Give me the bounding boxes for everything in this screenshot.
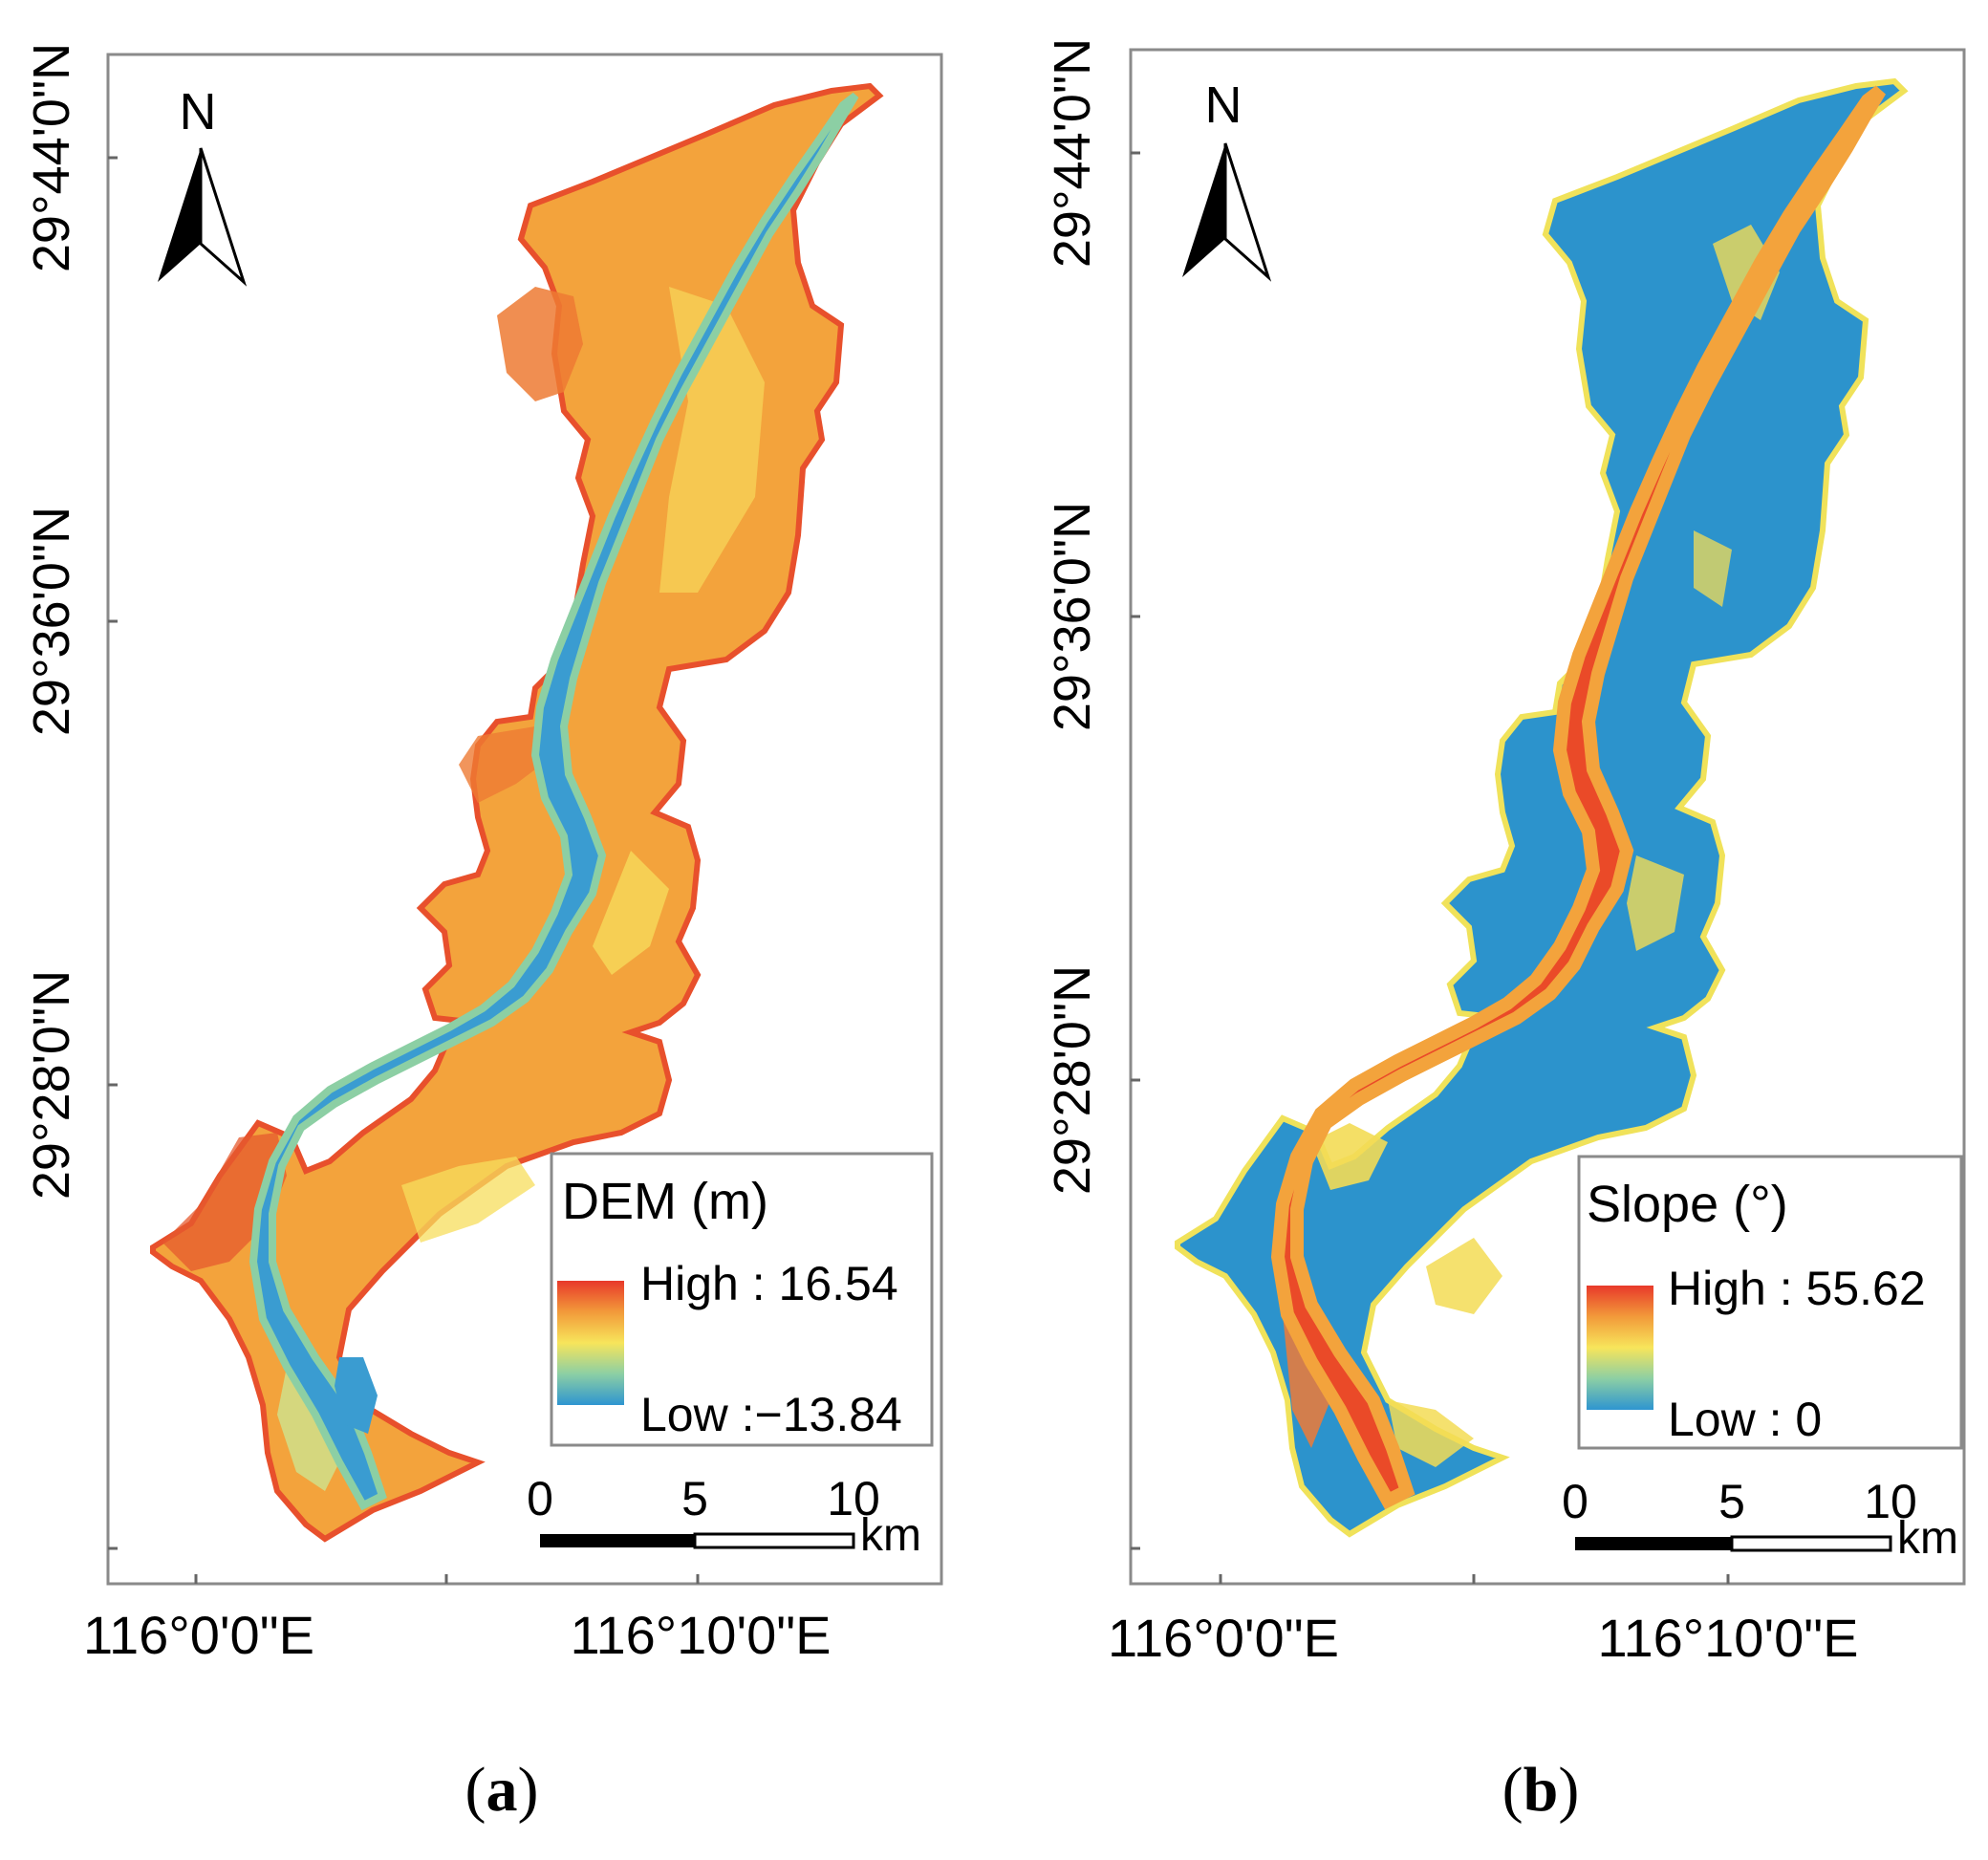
lon-label-b-1: 116°10'0"E — [1597, 1608, 1858, 1668]
caption-letter-b: b — [1523, 1755, 1559, 1825]
slope-map — [1178, 81, 1904, 1534]
color-ramp-b — [1587, 1286, 1653, 1410]
scale-tick-b-1: 5 — [1718, 1475, 1745, 1528]
panel-a: N DEM (m) High : 16.54 Low :−13.84 0 5 1… — [23, 43, 943, 1665]
slope-patch — [1627, 855, 1684, 951]
scale-tick-b-2: 10 — [1864, 1475, 1917, 1528]
lon-label-a-0: 116°0'0"E — [83, 1605, 314, 1665]
lon-label-a-1: 116°10'0"E — [570, 1605, 831, 1665]
lat-label-a-2: 29°28'0"N — [23, 970, 80, 1200]
north-label-b: N — [1205, 76, 1242, 134]
dem-upland-patch — [162, 1133, 287, 1271]
legend-title-b: Slope (°) — [1587, 1176, 1788, 1233]
dem-floodplain — [401, 1157, 535, 1243]
scale-tick-a-2: 10 — [827, 1472, 880, 1525]
dem-floodplain — [277, 1367, 344, 1491]
scale-bar-a: 0 5 10 km — [527, 1472, 921, 1561]
caption-b: (b) — [1502, 1755, 1580, 1825]
dem-floodplain — [593, 851, 669, 975]
scale-unit-b: km — [1897, 1513, 1958, 1564]
lon-label-b-0: 116°0'0"E — [1108, 1608, 1339, 1668]
slope-patch — [1311, 1123, 1388, 1190]
scale-tick-a-1: 5 — [681, 1472, 708, 1525]
lat-label-b-1: 29°36'0"N — [1044, 502, 1101, 731]
panel-b: N Slope (°) High : 55.62 Low : 0 0 5 10 … — [1044, 38, 1966, 1668]
color-ramp-a — [557, 1281, 624, 1405]
slope-patch — [1283, 1314, 1330, 1448]
scale-bar-b: 0 5 10 km — [1562, 1475, 1958, 1564]
caption-a: (a) — [465, 1755, 539, 1825]
dem-upland-patch — [497, 287, 583, 401]
dem-map — [153, 86, 879, 1539]
slope-patch — [1694, 530, 1732, 607]
scale-tick-b-0: 0 — [1562, 1475, 1588, 1528]
dem-upland-patch — [459, 688, 564, 803]
legend-low-a: Low :−13.84 — [640, 1388, 902, 1441]
lat-label-a-0: 29°44'0"N — [23, 43, 80, 272]
lat-label-b-2: 29°28'0"N — [1044, 965, 1101, 1195]
north-arrow-icon — [158, 148, 201, 282]
legend-a: DEM (m) High : 16.54 Low :−13.84 — [550, 1152, 934, 1447]
north-arrow-icon — [1182, 143, 1225, 277]
north-arrow-b: N — [1182, 76, 1272, 282]
legend-title-a: DEM (m) — [562, 1173, 768, 1230]
legend-low-b: Low : 0 — [1668, 1393, 1822, 1446]
legend-high-a: High : 16.54 — [640, 1257, 898, 1310]
lat-label-a-1: 29°36'0"N — [23, 507, 80, 736]
legend-b: Slope (°) High : 55.62 Low : 0 — [1577, 1155, 1963, 1450]
north-arrow-a: N — [158, 83, 248, 287]
legend-high-b: High : 55.62 — [1668, 1262, 1926, 1315]
lat-label-b-0: 29°44'0"N — [1044, 38, 1101, 268]
caption-letter-a: a — [486, 1755, 518, 1825]
slope-patch — [1388, 1400, 1474, 1467]
scale-tick-a-0: 0 — [527, 1472, 553, 1525]
scale-unit-a: km — [860, 1510, 921, 1561]
north-label-a: N — [180, 83, 217, 141]
dem-lake-basin — [335, 1357, 378, 1434]
axis-ticks-b — [1131, 151, 1730, 1584]
axis-ticks-a — [108, 156, 700, 1584]
slope-patch — [1426, 1238, 1502, 1314]
